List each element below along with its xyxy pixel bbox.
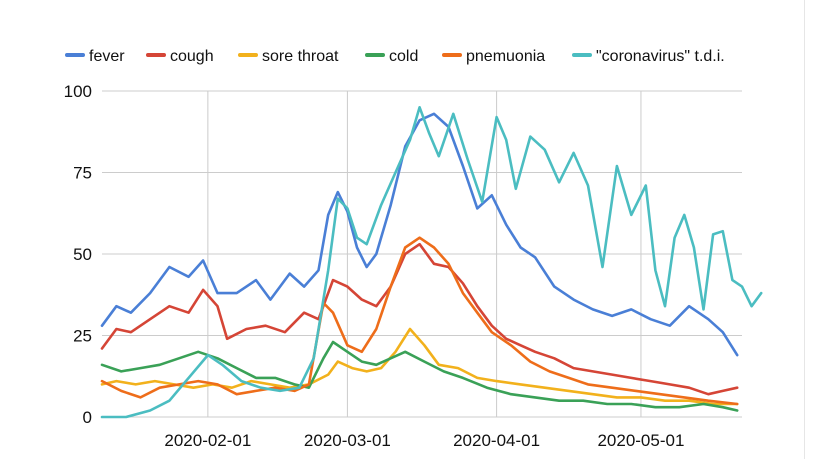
legend-label: cold <box>389 48 418 65</box>
x-tick-label: 2020-03-01 <box>304 431 391 450</box>
series-line-1 <box>100 242 739 396</box>
legend-item: cough <box>146 48 214 65</box>
y-tick-label: 75 <box>73 164 92 183</box>
legend: fever cough sore throat cold pnemuonia "coron… <box>65 48 725 65</box>
y-tick-label: 0 <box>83 408 92 427</box>
legend-item: pnemuonia <box>442 48 545 65</box>
grid <box>102 90 742 418</box>
x-tick-label: 2020-02-01 <box>164 431 251 450</box>
legend-label: sore throat <box>262 48 339 65</box>
legend-label: pnemuonia <box>466 48 545 65</box>
series-line-5 <box>100 106 763 419</box>
series-line-3 <box>100 340 739 412</box>
series-line-4 <box>100 236 739 406</box>
series-lines <box>100 106 763 419</box>
legend-item: fever <box>65 48 125 65</box>
y-axis: 0 25 50 75 100 <box>64 82 92 427</box>
legend-label: "coronavirus" t.d.i. <box>596 48 725 65</box>
legend-item: "coronavirus" t.d.i. <box>572 48 725 65</box>
series-line-0 <box>100 112 739 357</box>
x-axis: 2020-02-01 2020-03-01 2020-04-01 2020-05-01 <box>164 431 684 450</box>
legend-label: fever <box>89 48 125 65</box>
legend-item: sore throat <box>238 48 339 65</box>
legend-item: cold <box>365 48 418 65</box>
panel-divider <box>804 0 805 459</box>
y-tick-label: 100 <box>64 82 92 101</box>
x-tick-label: 2020-05-01 <box>597 431 684 450</box>
y-tick-label: 50 <box>73 245 92 264</box>
y-tick-label: 25 <box>73 327 92 346</box>
legend-label: cough <box>170 48 214 65</box>
x-tick-label: 2020-04-01 <box>453 431 540 450</box>
